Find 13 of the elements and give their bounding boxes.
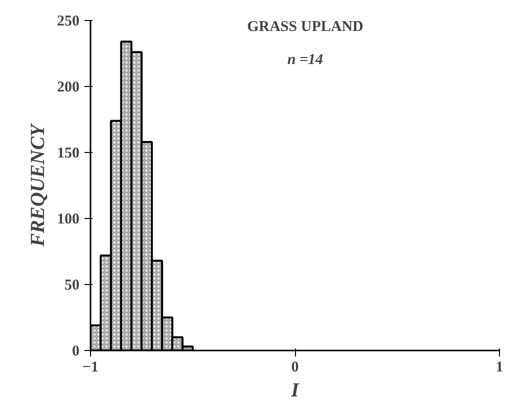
y-axis-title: FREQUENCY [27,122,49,248]
y-tick-label: 0 [72,344,80,360]
y-tick-label: 50 [64,278,80,294]
y-tick-label: 200 [57,80,80,96]
x-axis-title: I [290,380,300,402]
x-tick-label: 0 [291,360,299,376]
y-tick-label: 150 [57,146,80,162]
y-tick-label: 100 [57,212,80,228]
chart-title: GRASS UPLAND [247,19,364,36]
text: n =14 [287,52,324,68]
x-tick-label: 1 [496,360,504,376]
x-tick-label: −1 [82,360,99,376]
y-tick-label: 250 [57,14,80,30]
